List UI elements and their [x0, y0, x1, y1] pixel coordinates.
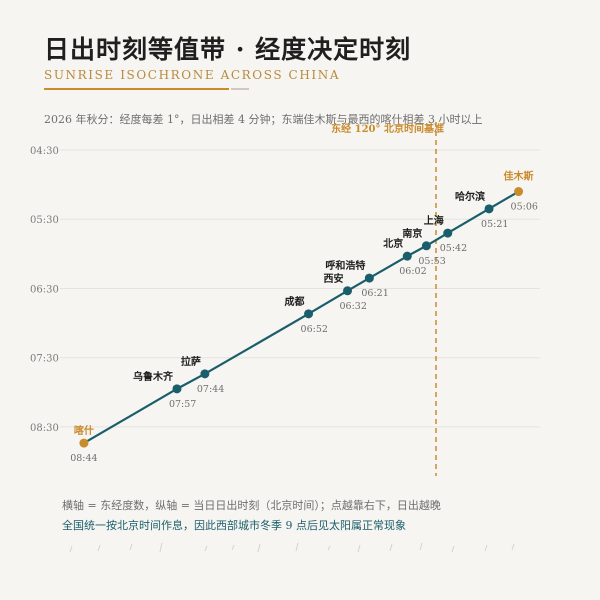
page-subtitle: SUNRISE ISOCHRONE ACROSS CHINA: [44, 68, 341, 82]
series-line-layer: [83, 190, 520, 445]
decor-stroke: [129, 543, 133, 551]
decor-stroke: [327, 545, 331, 551]
data-point: [514, 187, 524, 197]
sunrise-time-label: 07:57: [169, 399, 196, 410]
city-label: 成都: [285, 295, 305, 308]
city-label: 北京: [383, 237, 403, 250]
data-point: [304, 309, 314, 319]
decor-stroke: [451, 545, 455, 553]
decor-stroke: [484, 544, 488, 552]
y-tick-label: 04:30: [30, 146, 59, 157]
decor-stroke: [97, 544, 101, 552]
chart-legend: 横轴 = 东经度数，纵轴 = 当日日出时刻（北京时间）；点越靠右下，日出越晚: [62, 499, 441, 512]
y-tick-label: 06:30: [30, 284, 59, 295]
data-point: [443, 228, 453, 238]
decor-stroke: [69, 545, 73, 553]
title-rule-muted: [231, 88, 249, 90]
sunrise-time-label: 06:02: [399, 266, 426, 277]
city-label: 南京: [402, 227, 422, 240]
data-point: [172, 384, 182, 394]
city-label: 佳木斯: [504, 170, 534, 183]
sunrise-time-label: 05:06: [511, 202, 538, 213]
decor-stroke: [295, 542, 299, 552]
sunrise-time-label: 05:53: [418, 256, 445, 267]
page-title: 日出时刻等值带 · 经度决定时刻: [44, 35, 412, 64]
data-point: [364, 273, 374, 283]
city-label: 喀什: [74, 424, 94, 437]
city-label: 西安: [324, 272, 344, 285]
y-tick-label: 07:30: [30, 354, 59, 365]
sunrise-time-label: 07:44: [197, 384, 224, 395]
y-tick-label: 05:30: [30, 215, 59, 226]
data-point: [343, 286, 353, 296]
chart-note: 2026 年秋分：经度每差 1°，日出相差 4 分钟；东端佳木斯与最西的喀什相差…: [44, 113, 483, 126]
grid-layer: 04:30 05:30 06:30 07:30 08:30: [30, 146, 540, 553]
sunrise-time-label: 05:42: [440, 243, 467, 254]
data-point: [79, 438, 89, 448]
sunrise-time-label: 05:21: [481, 219, 508, 230]
decor-stroke: [257, 543, 261, 553]
city-label: 拉萨: [181, 355, 201, 368]
city-label: 上海: [424, 214, 444, 227]
reference-line-label: 东经 120° 北京时间基准: [331, 122, 444, 135]
decor-stroke: [357, 544, 361, 553]
city-label: 哈尔滨: [455, 190, 485, 203]
data-point: [402, 251, 412, 261]
decor-stroke: [159, 542, 163, 553]
reference-layer: 东经 120° 北京时间基准: [331, 122, 444, 476]
data-point: [421, 241, 431, 251]
decor-stroke: [511, 543, 515, 551]
sunrise-time-label: 06:21: [361, 288, 388, 299]
title-rule-accent: [44, 88, 229, 90]
sunrise-time-label: 08:44: [70, 453, 97, 464]
points-layer: [79, 187, 524, 448]
decor-stroke: [389, 543, 393, 552]
decor-stroke: [231, 544, 235, 551]
city-label: 乌鲁木齐: [133, 370, 174, 383]
decor-stroke: [419, 542, 423, 551]
data-point: [484, 204, 494, 214]
y-tick-label: 08:30: [30, 423, 59, 434]
decor-stroke: [204, 545, 208, 552]
city-label: 呼和浩特: [325, 259, 365, 272]
sunrise-time-label: 06:32: [340, 301, 367, 312]
labels-layer: 喀什 08:44 乌鲁木齐 07:57 拉萨 07:44 成都 06:52 西安 06:32 呼和浩…: [70, 170, 538, 465]
sunrise-time-label: 06:52: [301, 324, 328, 335]
sunrise-series-line: [83, 190, 520, 445]
chart-remark: 全国统一按北京时间作息，因此西部城市冬季 9 点后见太阳属正常现象: [62, 519, 406, 532]
data-point: [200, 369, 210, 379]
